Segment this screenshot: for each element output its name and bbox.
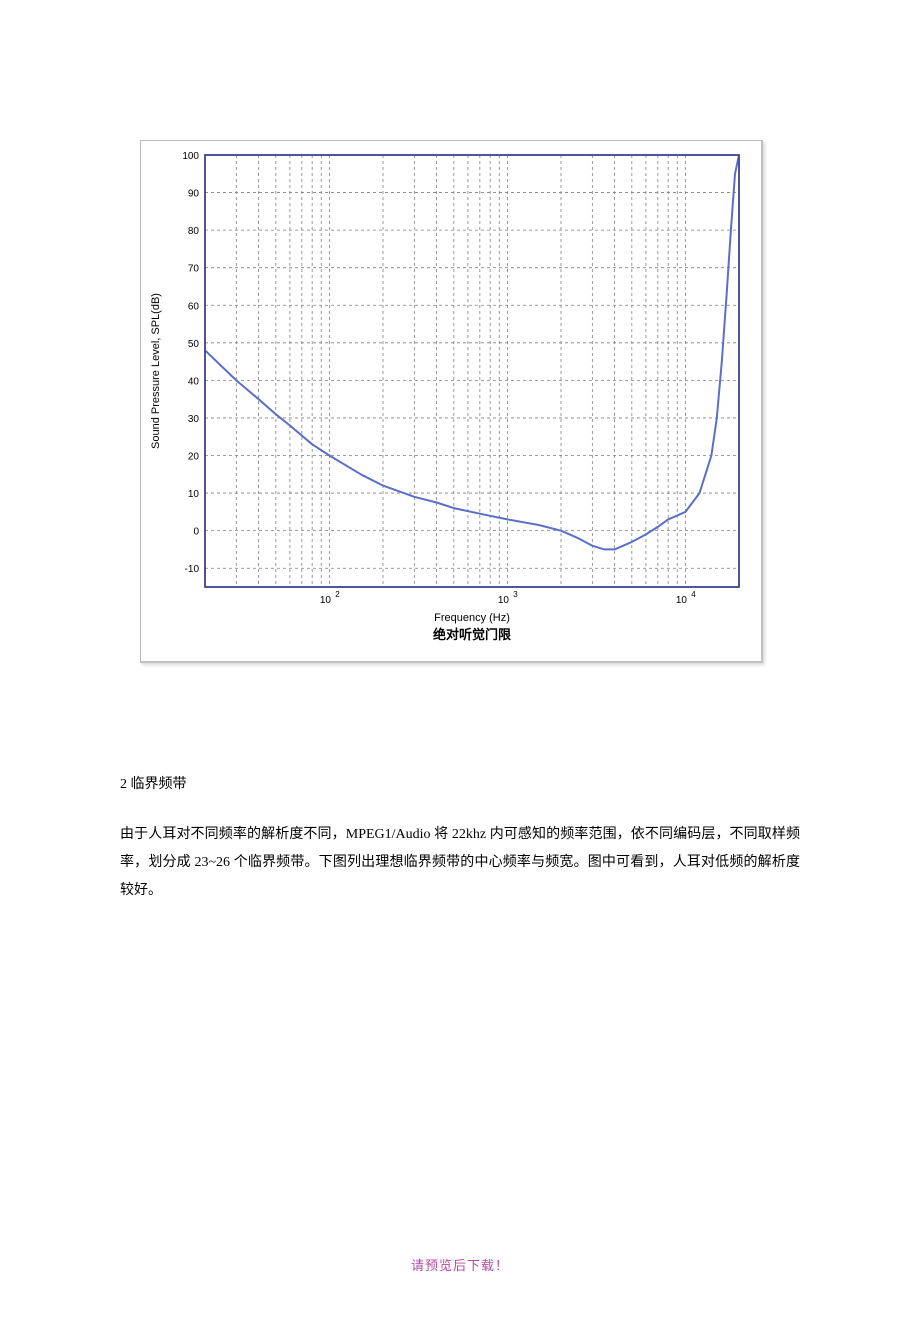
- svg-text:-10: -10: [185, 564, 200, 575]
- svg-text:50: 50: [188, 339, 200, 350]
- svg-text:80: 80: [188, 226, 200, 237]
- threshold-chart: -100102030405060708090100102103104Freque…: [140, 140, 763, 663]
- svg-text:60: 60: [188, 301, 200, 312]
- svg-text:10: 10: [320, 595, 332, 606]
- svg-text:2: 2: [335, 590, 340, 599]
- svg-text:10: 10: [498, 595, 510, 606]
- chart-svg: -100102030405060708090100102103104Freque…: [141, 147, 753, 657]
- svg-text:10: 10: [188, 489, 200, 500]
- svg-text:10: 10: [676, 595, 688, 606]
- svg-text:90: 90: [188, 189, 200, 200]
- svg-text:绝对听觉门限: 绝对听觉门限: [433, 627, 512, 642]
- svg-text:3: 3: [513, 590, 518, 599]
- footer-text: 请预览后下载！: [411, 1258, 509, 1273]
- section-paragraph: 由于人耳对不同频率的解析度不同，MPEG1/Audio 将 22khz 内可感知…: [120, 821, 800, 905]
- svg-text:Sound Pressure Level, SPL(dB): Sound Pressure Level, SPL(dB): [150, 293, 162, 449]
- section-heading: 2 临界频带: [120, 773, 800, 793]
- svg-text:Frequency (Hz): Frequency (Hz): [434, 612, 510, 624]
- svg-text:30: 30: [188, 414, 200, 425]
- svg-text:70: 70: [188, 264, 200, 275]
- svg-text:4: 4: [691, 590, 696, 599]
- svg-text:0: 0: [193, 527, 199, 538]
- svg-text:40: 40: [188, 376, 200, 387]
- svg-text:100: 100: [182, 151, 199, 162]
- svg-text:20: 20: [188, 452, 200, 463]
- footer-note: 请预览后下载！: [120, 1255, 800, 1274]
